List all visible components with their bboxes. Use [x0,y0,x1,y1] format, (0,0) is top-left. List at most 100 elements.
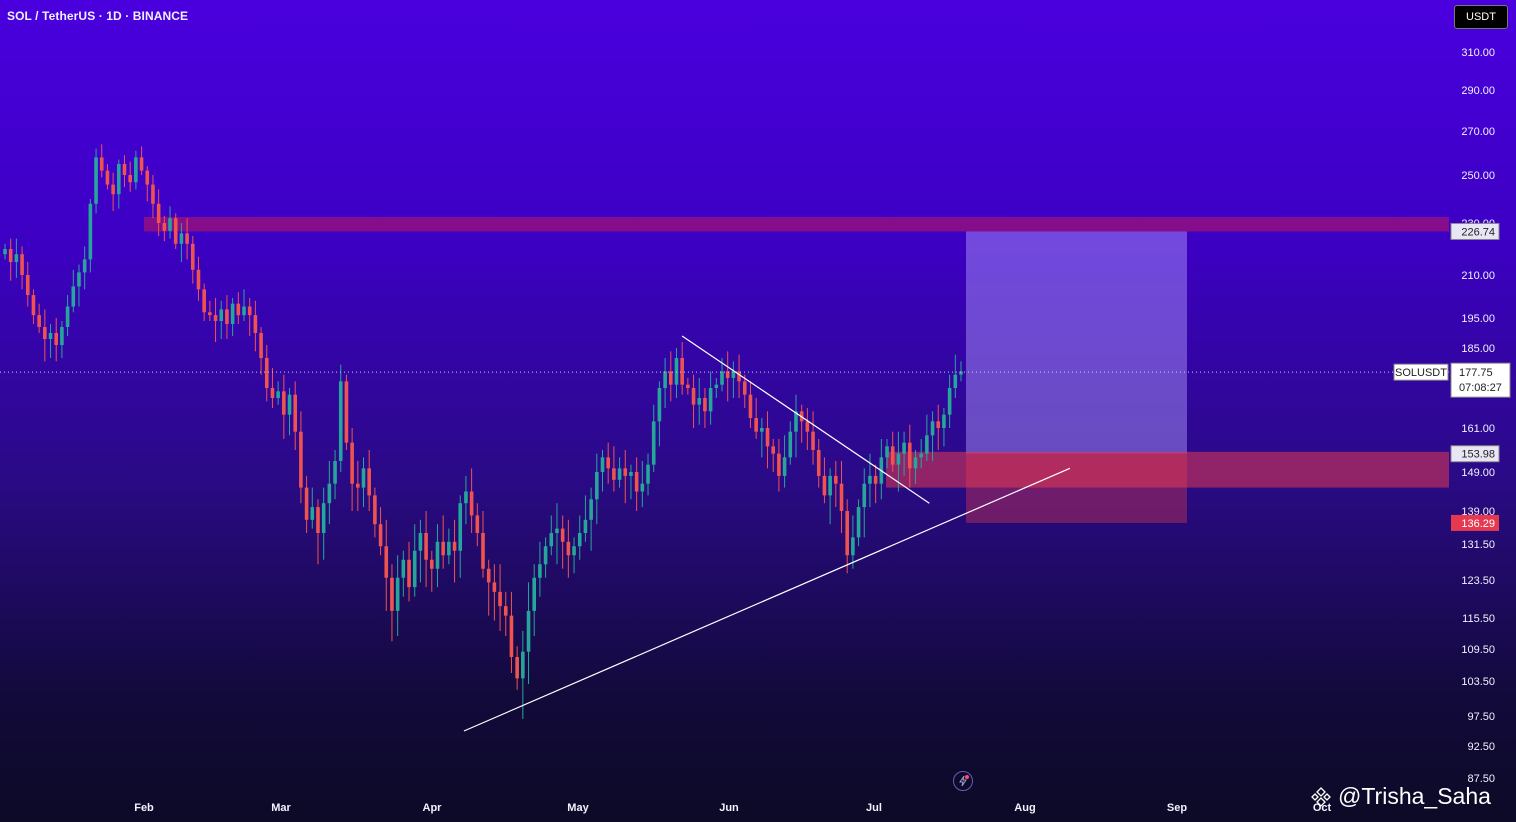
candle-body [196,269,201,290]
candle [299,411,303,504]
currency-button[interactable]: USDT [1454,5,1508,29]
candle [532,564,537,637]
candle-body [925,435,929,454]
time-tick-label: May [567,802,589,814]
candle-body [595,472,599,500]
candle-body [168,218,172,231]
candle [356,461,360,511]
symbol-title[interactable]: SOL / TetherUS · 1D · BINANCE [7,9,189,23]
candle [799,404,804,443]
candle-body [327,483,332,504]
time-tick-label: Mar [271,802,291,814]
candle-body [65,306,70,327]
candle-body [629,472,633,476]
candle-body [668,371,673,385]
candle [310,487,315,529]
price-tick-label: 195.00 [1461,313,1495,325]
last-price-countdown: 07:08:27 [1459,382,1502,394]
candle [879,439,884,500]
candle-body [247,306,252,316]
candle [515,646,519,690]
resistance-zone [144,217,1449,232]
candle-body [634,472,639,492]
candle [350,428,354,511]
candle [754,398,758,439]
candle-body [316,507,320,533]
candle-body [834,475,838,484]
candle [862,468,867,538]
candle-body [805,421,810,432]
candle [117,159,121,209]
price-tick-label: 109.50 [1461,644,1495,656]
candle-body [657,388,662,422]
candle [429,550,434,592]
lightning-icon[interactable] [953,771,973,791]
candle-body [873,475,878,484]
candle [253,300,258,352]
candle-body [361,468,366,488]
candle-body [612,468,616,480]
candle [134,150,138,190]
candle [287,388,292,436]
candle [145,166,150,202]
candle [441,515,445,569]
candle [162,215,167,242]
candle-body [555,528,559,533]
candle-body [344,381,349,443]
candle-body [703,398,707,412]
candle [555,503,559,565]
candle [657,381,662,447]
candle-body [367,468,371,496]
candle-body [373,495,377,525]
candle-body [942,414,946,428]
candle [589,487,593,551]
candle-body [208,312,212,316]
candle [412,524,417,597]
symbol-label: SOLUSDT [1393,363,1449,381]
candle-body [794,411,798,432]
candle [498,564,502,631]
candle-body [742,381,747,395]
candle-body [577,533,582,547]
candle [748,381,753,428]
candle-body [264,358,269,388]
candle [219,300,224,339]
candle-body [475,515,480,533]
target-price-tag-text: 226.74 [1461,226,1495,238]
candle [378,507,383,556]
price-tick-label: 310.00 [1461,47,1495,59]
candle-body [538,564,542,578]
candle-body [71,286,76,307]
candle-body [94,157,98,204]
candle-body [623,468,628,476]
candle [151,175,155,219]
candle-body [691,388,696,405]
candle-body [862,483,867,508]
candle [959,361,963,382]
candle-body [401,559,406,578]
candle [458,495,463,578]
candle [566,519,571,578]
candle [651,404,656,472]
candle-body [452,541,457,551]
trendline-falling-resistance [681,335,930,504]
candle [811,411,815,465]
candle [577,515,582,560]
candle-body [543,546,548,565]
candle [572,537,576,574]
candle-body [418,533,423,551]
candle-body [282,391,286,415]
candle-body [25,275,30,296]
candle [686,378,690,395]
candle-body [8,249,13,262]
candle-body [481,533,485,569]
price-tick-label: 161.00 [1461,423,1495,435]
candle [247,297,252,336]
candle [697,378,702,425]
candle [344,374,349,450]
candle [947,374,952,428]
candle [264,345,269,402]
candle-body [856,507,861,538]
watermark: @Trisha_Saha [1310,783,1491,810]
